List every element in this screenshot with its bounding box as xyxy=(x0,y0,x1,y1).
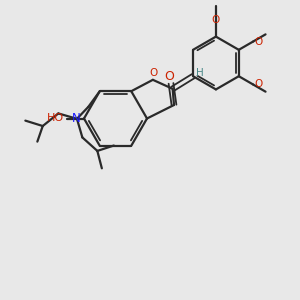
Text: HO: HO xyxy=(46,113,64,123)
Text: N: N xyxy=(72,112,81,125)
Text: H: H xyxy=(196,68,203,78)
Text: O: O xyxy=(255,80,263,89)
Text: O: O xyxy=(165,70,174,83)
Text: O: O xyxy=(255,37,263,46)
Text: O: O xyxy=(149,68,157,78)
Text: O: O xyxy=(212,15,220,25)
